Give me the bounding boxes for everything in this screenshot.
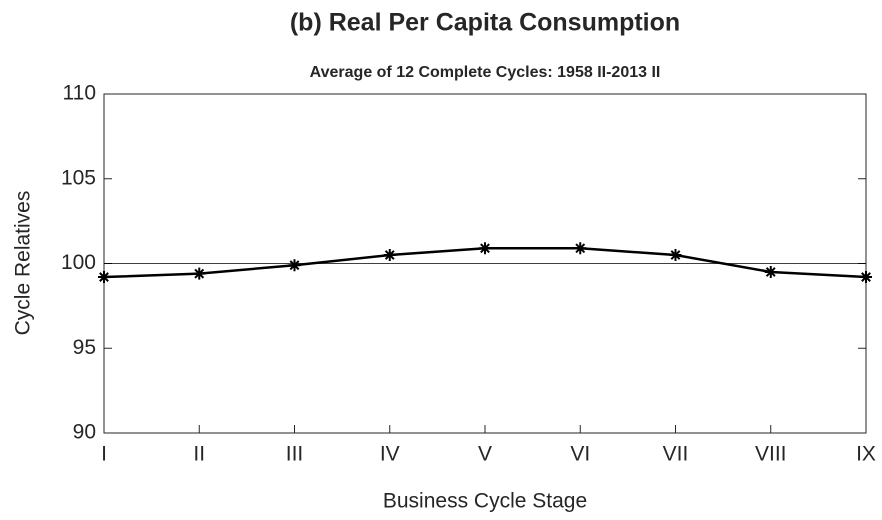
x-tick-label: IX: [856, 443, 876, 466]
y-tick-label: 105: [61, 166, 96, 189]
y-tick-label: 95: [73, 336, 96, 359]
chart-subtitle: Average of 12 Complete Cycles: 1958 II-2…: [310, 64, 661, 81]
x-tick-label: V: [478, 443, 492, 466]
x-tick-label: IV: [380, 443, 400, 466]
y-axis-label: Cycle Relatives: [12, 191, 35, 336]
x-tick-label: II: [193, 443, 205, 466]
data-point: [98, 271, 110, 284]
x-tick-label: I: [101, 443, 107, 466]
data-point: [288, 259, 301, 272]
y-tick-label: 110: [63, 82, 96, 105]
data-point: [383, 249, 396, 262]
x-tick-label: III: [286, 443, 304, 466]
x-tick-label: VII: [663, 443, 689, 466]
x-axis-label: Business Cycle Stage: [383, 490, 587, 513]
data-point: [764, 265, 777, 278]
chart-title: (b) Real Per Capita Consumption: [290, 9, 680, 37]
y-tick-label: 90: [73, 421, 96, 444]
data-point: [479, 242, 491, 255]
data-point: [860, 271, 872, 284]
data-point: [193, 267, 206, 280]
y-tick-label: 100: [61, 251, 96, 274]
data-point: [669, 249, 682, 262]
x-tick-label: VIII: [755, 443, 787, 466]
data-point: [574, 242, 587, 255]
x-tick-label: VI: [570, 443, 590, 466]
